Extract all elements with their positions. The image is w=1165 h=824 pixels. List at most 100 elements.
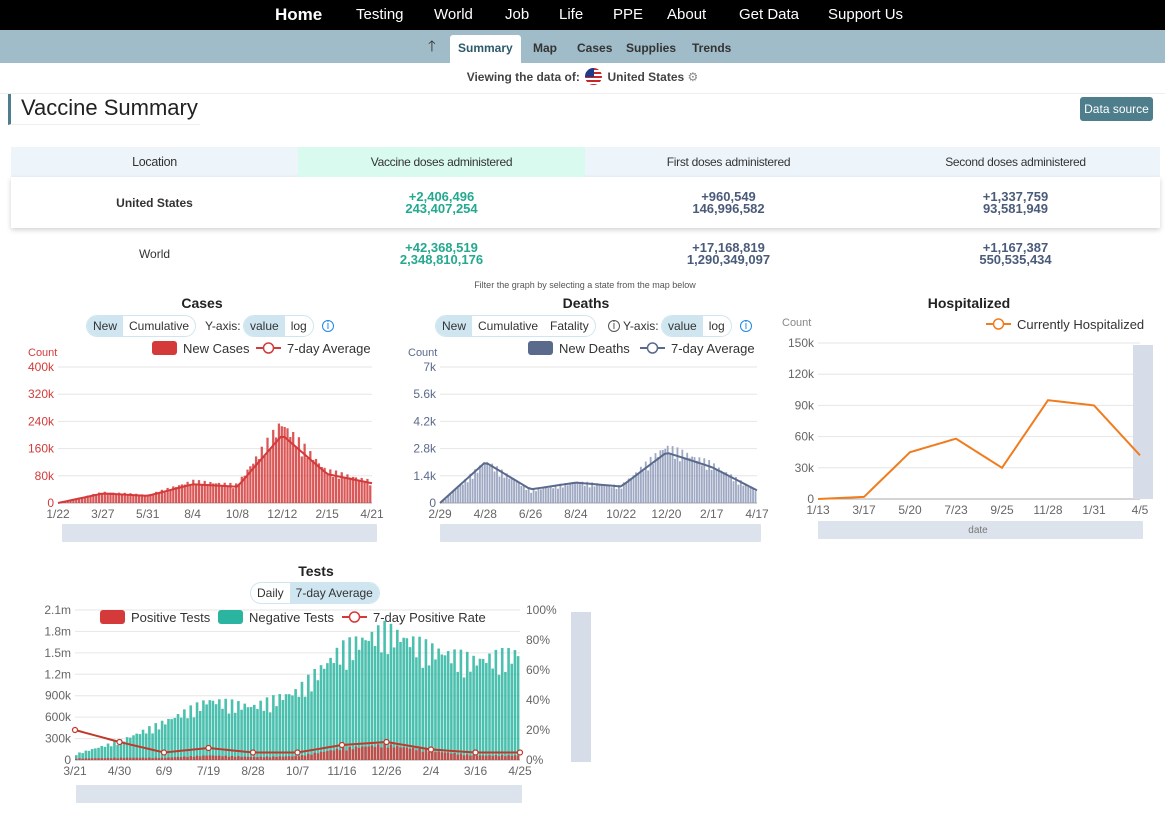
chart-bar [361, 637, 364, 760]
cases-cumulative-toggle[interactable]: Cumulative [129, 319, 190, 333]
chart-bar [129, 757, 132, 760]
tab-trends[interactable]: Trends [692, 41, 732, 55]
data-source-button[interactable]: Data source [1080, 97, 1153, 121]
chart-bar [744, 483, 747, 503]
tab-summary[interactable]: Summary [450, 35, 521, 63]
chart-bar [86, 495, 89, 503]
chart-bar [269, 449, 272, 503]
chart-bar [630, 478, 633, 503]
chart-bar [220, 485, 223, 503]
chart-bar [462, 677, 466, 760]
x-tick-label: 6/9 [156, 764, 173, 778]
chart-bar [552, 488, 555, 503]
chart-bar [116, 758, 119, 760]
chart-bar [243, 703, 247, 760]
chart-bar [593, 486, 596, 503]
first-doses-cell: +17,168,819 1,290,349,097 [585, 241, 872, 266]
chart-bar [259, 700, 262, 760]
header-location[interactable]: Location [132, 155, 177, 169]
chart-bar [459, 649, 463, 760]
series-point [116, 738, 123, 746]
chart-bar [479, 465, 481, 503]
chart-bar [177, 485, 181, 503]
chart-bar [389, 623, 393, 760]
y2-tick-label: 60% [526, 663, 550, 677]
chart-bar [309, 451, 312, 503]
nav-life[interactable]: Life [559, 6, 584, 23]
chart-bar [500, 647, 504, 760]
deaths-log-toggle[interactable]: log [708, 319, 725, 333]
chart-bar [494, 755, 498, 760]
deaths-info-icon[interactable]: i [740, 320, 752, 332]
chart-bar [399, 642, 402, 760]
chart-bar [278, 756, 282, 760]
tab-supplies[interactable]: Supplies [626, 41, 677, 55]
chart-bar [284, 694, 288, 760]
scroll-up-arrow-icon[interactable]: 🡑 [428, 38, 436, 55]
chart-bar [272, 695, 275, 760]
chart-bar [291, 756, 294, 760]
chart-bar [754, 491, 757, 503]
y-tick-label: 7k [423, 360, 437, 374]
tab-cases[interactable]: Cases [577, 41, 613, 55]
table-row[interactable]: World +42,368,519 2,348,810,176 +17,168,8… [11, 228, 1160, 280]
chart-bar [446, 651, 450, 760]
deaths-value-toggle[interactable]: value [662, 316, 703, 336]
series-point [338, 741, 346, 749]
chart-bar [504, 756, 507, 760]
cases-value-toggle[interactable]: value [244, 316, 285, 336]
chart-bar [557, 488, 559, 503]
x-tick-label: 10/22 [606, 507, 636, 521]
hosp-y-label: Count [782, 317, 811, 329]
y-tick-label: 120k [788, 367, 815, 381]
chart-bar [94, 748, 97, 760]
header-first-doses[interactable]: First doses administered [666, 155, 791, 169]
nav-get-data[interactable]: Get Data [739, 6, 800, 23]
deaths-fatality-info-icon[interactable]: i [608, 320, 620, 332]
chart-bar [234, 483, 238, 503]
cases-new-toggle[interactable]: New [87, 316, 124, 336]
tests-daily-toggle[interactable]: Daily [257, 586, 284, 600]
cases-info-icon[interactable]: i [322, 320, 334, 332]
chart-bar [588, 487, 591, 503]
tests-7day-toggle[interactable]: 7-day Average [289, 583, 379, 603]
nav-testing[interactable]: Testing [356, 6, 404, 23]
viewing-country[interactable]: United States [607, 70, 685, 84]
chart-bar [642, 471, 645, 503]
chart-bar [332, 750, 336, 760]
nav-about[interactable]: About [667, 6, 707, 23]
gear-icon[interactable]: ⚙ [687, 70, 699, 84]
chart-bar [117, 492, 121, 503]
tab-map[interactable]: Map [533, 41, 557, 55]
nav-home[interactable]: Home [275, 5, 323, 24]
nav-ppe[interactable]: PPE [613, 6, 644, 23]
deaths-new-toggle[interactable]: New [436, 316, 473, 336]
chart-bar [434, 752, 437, 760]
chart-bar [443, 655, 447, 760]
chart-bar [119, 757, 123, 760]
chart-bar [253, 756, 256, 760]
nav-support-us[interactable]: Support Us [828, 6, 904, 23]
chart-bar [686, 452, 689, 503]
deaths-cumulative-toggle[interactable]: Cumulative [478, 319, 539, 333]
chart-bar [472, 755, 475, 760]
header-vaccine-doses[interactable]: Vaccine doses administered [298, 147, 585, 177]
chart-bar [386, 747, 390, 760]
chart-bar [125, 737, 129, 760]
x-tick-label: 11/16 [327, 764, 356, 778]
header-second-doses[interactable]: Second doses administered [945, 155, 1086, 169]
table-row[interactable]: United States +2,406,496 243,407,254 +960… [11, 177, 1160, 228]
chart-bar [81, 758, 84, 760]
chart-bar [89, 496, 92, 503]
cases-log-toggle[interactable]: log [290, 319, 307, 333]
x-tick-label: 9/25 [990, 503, 1014, 517]
chart-bar [569, 482, 572, 503]
chart-bar [320, 467, 323, 503]
chart-bar [504, 671, 507, 760]
nav-world[interactable]: World [434, 6, 473, 23]
chart-bar [659, 450, 662, 503]
nav-job[interactable]: Job [505, 6, 530, 23]
chart-bar [559, 483, 562, 503]
deaths-fatality-toggle[interactable]: Fatality [550, 319, 589, 333]
chart-bar [520, 485, 523, 503]
